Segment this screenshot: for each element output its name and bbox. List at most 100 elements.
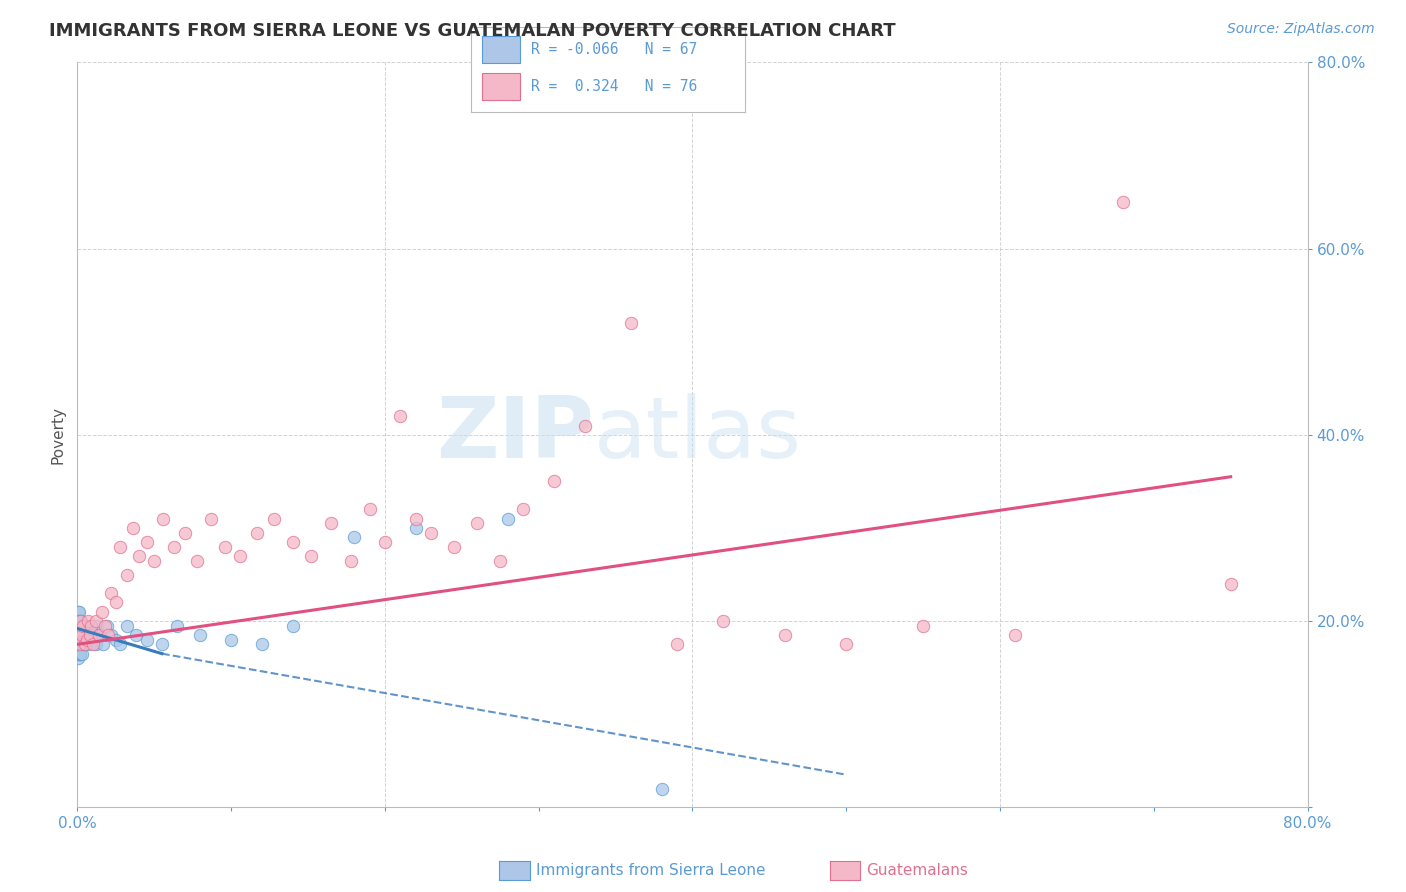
Point [70, 618, 93, 632]
Point [263, 511, 285, 525]
Point [82, 628, 104, 642]
Point [110, 637, 132, 651]
Point [66, 624, 89, 638]
Point [219, 632, 242, 647]
Point [67, 628, 90, 642]
Point [104, 595, 127, 609]
Point [1219, 577, 1241, 591]
Point [128, 549, 150, 563]
Point [67, 605, 90, 619]
Point [79, 628, 101, 642]
Point [69, 628, 91, 642]
Point [69, 614, 91, 628]
Point [67, 628, 90, 642]
Point [69, 614, 91, 628]
Point [69, 637, 91, 651]
Point [773, 628, 796, 642]
Point [246, 525, 269, 540]
Point [229, 549, 252, 563]
Point [87, 628, 110, 642]
Point [543, 475, 565, 489]
Point [420, 525, 443, 540]
Point [69, 628, 91, 642]
Text: ZIP: ZIP [436, 393, 595, 476]
FancyBboxPatch shape [482, 73, 520, 101]
Point [281, 535, 304, 549]
Point [359, 502, 381, 516]
Point [70, 628, 93, 642]
Point [67, 642, 90, 657]
Point [711, 614, 734, 628]
Point [69, 618, 91, 632]
Point [100, 586, 122, 600]
Point [340, 553, 363, 567]
Point [125, 628, 148, 642]
Point [76, 632, 98, 647]
Point [389, 409, 412, 424]
Point [110, 540, 132, 554]
Point [135, 535, 157, 549]
Point [67, 651, 90, 665]
Point [67, 624, 90, 638]
Point [69, 637, 91, 651]
Point [115, 618, 138, 632]
Point [73, 637, 96, 651]
Text: R =  0.324   N = 76: R = 0.324 N = 76 [531, 79, 697, 95]
Point [69, 637, 91, 651]
Point [143, 553, 166, 567]
Point [96, 618, 118, 632]
Point [69, 632, 91, 647]
Point [72, 632, 94, 647]
Point [574, 418, 596, 433]
Point [443, 540, 465, 554]
Point [67, 632, 90, 647]
Point [100, 628, 122, 642]
Point [115, 567, 138, 582]
Y-axis label: Poverty: Poverty [51, 406, 66, 464]
Point [166, 618, 188, 632]
Point [69, 647, 91, 661]
Point [104, 632, 127, 647]
Point [93, 637, 115, 651]
Point [84, 637, 107, 651]
Point [374, 535, 396, 549]
Point [86, 618, 108, 632]
Point [69, 647, 91, 661]
Point [186, 553, 208, 567]
Point [67, 647, 90, 661]
Point [912, 618, 935, 632]
Point [651, 781, 673, 796]
FancyBboxPatch shape [482, 36, 520, 63]
Point [90, 605, 114, 619]
Point [188, 628, 212, 642]
Point [620, 316, 643, 330]
Point [67, 632, 90, 647]
Point [405, 511, 427, 525]
Point [150, 637, 173, 651]
Point [70, 624, 93, 638]
Point [135, 632, 157, 647]
Point [72, 637, 94, 651]
Point [82, 637, 104, 651]
Point [69, 642, 91, 657]
Point [67, 637, 90, 651]
Point [70, 637, 93, 651]
Point [200, 511, 222, 525]
Point [67, 618, 90, 632]
Point [835, 637, 858, 651]
Point [94, 618, 117, 632]
Point [69, 632, 91, 647]
Point [72, 624, 94, 638]
Point [73, 628, 96, 642]
Point [1004, 628, 1026, 642]
Point [77, 628, 100, 642]
Text: IMMIGRANTS FROM SIERRA LEONE VS GUATEMALAN POVERTY CORRELATION CHART: IMMIGRANTS FROM SIERRA LEONE VS GUATEMAL… [49, 22, 896, 40]
Point [152, 511, 174, 525]
Point [67, 605, 90, 619]
Point [281, 618, 304, 632]
Point [67, 618, 90, 632]
Point [319, 516, 342, 531]
Point [76, 632, 98, 647]
Point [84, 614, 107, 628]
Point [79, 637, 101, 651]
